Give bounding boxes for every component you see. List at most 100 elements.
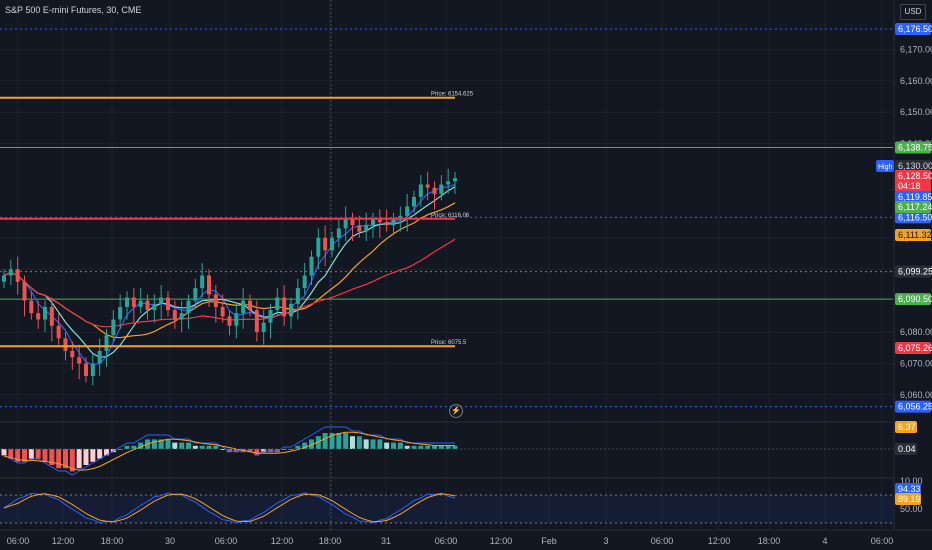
histogram-bar bbox=[179, 442, 185, 449]
price-line-label: Price: 6116.06 bbox=[431, 213, 470, 219]
candle-body bbox=[289, 303, 293, 317]
candle-body bbox=[364, 225, 369, 232]
y-tick-label: 6,070.00 bbox=[900, 358, 932, 368]
y-tick-label: 6,080.00 bbox=[900, 327, 932, 337]
candles bbox=[2, 168, 457, 386]
histogram-bar bbox=[8, 449, 14, 459]
price-badge-label: 6,111.32 bbox=[898, 230, 932, 240]
oscillator-band bbox=[0, 495, 893, 523]
candle-body bbox=[2, 275, 6, 282]
price-line-label: Price: 6075.5 bbox=[431, 340, 467, 346]
price-lines: Price: 6154.625 Price: 6116.06 Price: 6075… bbox=[0, 92, 474, 348]
candle-body bbox=[131, 297, 136, 307]
candle-body bbox=[186, 300, 191, 314]
histogram-bar bbox=[350, 436, 355, 449]
histogram-bar bbox=[411, 445, 417, 449]
histogram-bar bbox=[213, 445, 219, 449]
histogram-bar bbox=[370, 439, 376, 449]
histogram-bar bbox=[76, 449, 82, 469]
level-badge bbox=[895, 211, 931, 224]
x-tick-label: 06:00 bbox=[651, 536, 674, 546]
candle-body bbox=[207, 275, 211, 295]
y-tick-label: 6,060.00 bbox=[900, 390, 932, 400]
x-tick-label: 12:00 bbox=[271, 536, 294, 546]
histogram-bar bbox=[199, 445, 205, 449]
histogram-bar bbox=[22, 449, 27, 462]
histogram-bar bbox=[206, 445, 212, 449]
x-tick-label: 12:00 bbox=[52, 536, 75, 546]
histogram-bar bbox=[124, 445, 130, 449]
candle-body bbox=[200, 275, 205, 289]
price-badge bbox=[895, 229, 931, 241]
histogram-bar bbox=[254, 449, 260, 456]
macd-badge bbox=[895, 443, 917, 455]
candle-body bbox=[418, 184, 423, 198]
histogram-bar bbox=[452, 445, 458, 449]
macd-badge-label: 6.37 bbox=[898, 422, 916, 432]
histogram-bar bbox=[1, 449, 7, 456]
level-badge-label: 6,090.50 bbox=[898, 294, 932, 304]
x-tick-label: 18:00 bbox=[101, 536, 124, 546]
oscillator-tick-label: 50.00 bbox=[900, 504, 923, 514]
candle-body bbox=[213, 294, 218, 307]
grid-lines bbox=[0, 0, 932, 531]
level-badge bbox=[895, 293, 931, 306]
level-badge bbox=[895, 400, 931, 413]
candle-body bbox=[118, 306, 123, 320]
level-badge-label: 6,116.50 bbox=[898, 212, 932, 222]
candle-body bbox=[446, 181, 451, 185]
histogram-bar bbox=[356, 436, 362, 449]
candle-body bbox=[371, 219, 375, 226]
candle-body bbox=[309, 256, 314, 276]
candle-body bbox=[248, 300, 252, 311]
candle-body bbox=[241, 300, 246, 314]
currency-selector[interactable]: USD bbox=[900, 4, 926, 20]
level-badge-label: 6,099.25 bbox=[898, 267, 932, 277]
histogram-bar bbox=[138, 442, 144, 449]
candle-body bbox=[22, 281, 27, 301]
histogram-bar bbox=[288, 449, 294, 450]
level-badge-label: 6,176.50 bbox=[898, 24, 932, 34]
candle-body bbox=[193, 288, 198, 301]
macd-badge-label: 0.04 bbox=[898, 444, 916, 454]
histogram-bar bbox=[69, 449, 75, 472]
candle-body bbox=[77, 357, 82, 364]
histogram-bar bbox=[28, 449, 34, 459]
price-badge-label: 6,117.24 bbox=[898, 202, 932, 212]
y-tick-label: 6,150.00 bbox=[900, 107, 932, 117]
x-tick-label: 30 bbox=[165, 536, 175, 546]
candle-body bbox=[70, 350, 75, 358]
candle-body bbox=[453, 178, 457, 182]
candle-body bbox=[159, 297, 164, 304]
candle-body bbox=[29, 300, 34, 314]
histogram-bar bbox=[404, 445, 410, 449]
candle-body bbox=[432, 187, 437, 194]
candle-body bbox=[343, 219, 348, 229]
time-axis: 06:00 12:00 18:00 30 06:00 12:00 18:00 31 06:00 1… bbox=[7, 536, 894, 546]
lightning-icon[interactable]: ⚡ bbox=[449, 404, 463, 418]
oscillator-badge-label: 89.19 bbox=[898, 494, 921, 504]
x-tick-label: 4 bbox=[822, 536, 827, 546]
histogram-bar bbox=[15, 449, 21, 462]
candle-body bbox=[336, 228, 341, 238]
histogram-bar bbox=[97, 449, 103, 459]
macd-histogram bbox=[0, 426, 893, 476]
chart-title: S&P 500 E-mini Futures, 30, CME bbox=[5, 5, 142, 15]
candle-body bbox=[405, 206, 410, 216]
level-badge bbox=[895, 22, 931, 35]
candle-body bbox=[63, 338, 68, 351]
price-badge-label: 04:18 bbox=[898, 181, 921, 191]
candle-body bbox=[15, 269, 20, 282]
histogram-bar bbox=[295, 445, 301, 449]
x-tick-label: 18:00 bbox=[758, 536, 781, 546]
histogram-bar bbox=[131, 445, 137, 449]
candle-body bbox=[295, 288, 300, 304]
candle-body bbox=[97, 350, 102, 364]
level-badge-label: 6,138.75 bbox=[898, 143, 932, 153]
candle-body bbox=[357, 225, 362, 232]
candle-body bbox=[391, 219, 396, 226]
x-tick-label: 06:00 bbox=[7, 536, 30, 546]
histogram-bar bbox=[186, 442, 191, 449]
candle-body bbox=[268, 310, 273, 323]
